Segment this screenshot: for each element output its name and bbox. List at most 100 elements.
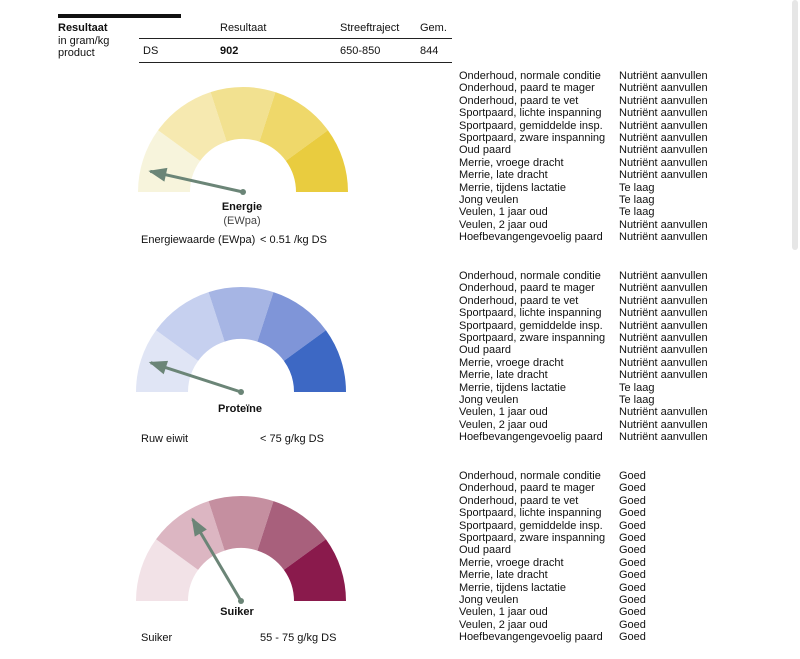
condition-row: Merrie, late dracht Nutriënt aanvullen [459,169,708,181]
condition-label: Veulen, 2 jaar oud [459,418,548,431]
condition-status: Nutriënt aanvullen [619,94,708,107]
condition-status: Goed [619,593,646,606]
condition-label: Sportpaard, gemiddelde insp. [459,119,603,132]
condition-label: Onderhoud, paard te mager [459,82,595,95]
condition-label: Oud paard [459,144,511,157]
condition-label: Merrie, vroege dracht [459,156,564,169]
gauge-segment [136,539,199,601]
gauge-segment [283,539,346,601]
condition-row: Jong veulen Te laag [459,194,708,206]
condition-row: Merrie, late dracht Nutriënt aanvullen [459,369,708,381]
condition-row: Merrie, vroege dracht Nutriënt aanvullen [459,157,708,169]
condition-label: Veulen, 1 jaar oud [459,406,548,419]
condition-label: Merrie, tijdens lactatie [459,381,566,394]
gauge-segment [208,287,274,342]
condition-label: Onderhoud, normale conditie [459,70,601,82]
scrollbar[interactable] [792,0,798,250]
energie-title: Energie [221,201,263,213]
condition-status: Nutriënt aanvullen [619,270,708,282]
condition-row: Merrie, vroege dracht Nutriënt aanvullen [459,357,708,369]
condition-status: Goed [619,531,646,544]
condition-row: Sportpaard, gemiddelde insp. Goed [459,520,646,532]
suiker-title: Suiker [220,606,254,618]
row-divider [139,62,452,63]
condition-label: Onderhoud, paard te vet [459,94,579,107]
condition-label: Hoefbevangengevoelig paard [459,631,603,644]
gauge-segment [285,130,348,192]
condition-row: Merrie, tijdens lactatie Te laag [459,382,708,394]
gauge-hub [240,189,246,195]
condition-status: Nutriënt aanvullen [619,344,708,357]
condition-row: Veulen, 2 jaar oud Nutriënt aanvullen [459,219,708,231]
energie-gauge [138,87,348,195]
condition-row: Onderhoud, normale conditie Goed [459,470,646,482]
condition-status: Goed [619,618,646,631]
condition-row: Jong veulen Goed [459,594,646,606]
condition-status: Nutriënt aanvullen [619,418,708,431]
gauge-segment [138,130,201,192]
suiker-metric-value: 55 - 75 g/kg DS [260,632,337,644]
condition-label: Veulen, 2 jaar oud [459,218,548,231]
condition-label: Sportpaard, gemiddelde insp. [459,519,603,532]
condition-row: Onderhoud, normale conditie Nutriënt aanv… [459,270,708,282]
condition-row: Veulen, 1 jaar oud Goed [459,606,646,618]
condition-label: Merrie, late dracht [459,369,548,382]
condition-row: Onderhoud, paard te mager Nutriënt aanvul… [459,82,708,94]
condition-status: Nutriënt aanvullen [619,119,708,132]
condition-label: Sportpaard, zware inspanning [459,331,606,344]
condition-row: Jong veulen Te laag [459,394,708,406]
condition-label: Merrie, tijdens lactatie [459,181,566,194]
condition-status: Goed [619,581,646,594]
col-result-header: Resultaat [220,22,267,34]
condition-row: Onderhoud, paard te mager Nutriënt aanvul… [459,282,708,294]
condition-status: Te laag [619,206,655,219]
condition-status: Goed [619,556,646,569]
condition-row: Veulen, 2 jaar oud Goed [459,619,646,631]
suiker-metric-label: Suiker [141,632,173,644]
condition-row: Veulen, 2 jaar oud Nutriënt aanvullen [459,419,708,431]
condition-label: Veulen, 1 jaar oud [459,206,548,219]
gauge-needle-head [148,167,168,182]
gauge-segment [156,501,225,570]
condition-status: Nutriënt aanvullen [619,431,708,444]
condition-status: Goed [619,519,646,532]
condition-status: Nutriënt aanvullen [619,218,708,231]
condition-label: Merrie, late dracht [459,169,548,182]
condition-status: Goed [619,507,646,520]
gauge-segment [156,292,225,361]
condition-row: Onderhoud, paard te vet Nutriënt aanvulle… [459,295,708,307]
condition-label: Hoefbevangengevoelig paard [459,231,603,244]
condition-status: Nutriënt aanvullen [619,369,708,382]
condition-label: Sportpaard, gemiddelde insp. [459,319,603,332]
condition-row: Oud paard Nutriënt aanvullen [459,344,708,356]
condition-row: Oud paard Goed [459,544,646,556]
condition-label: Merrie, vroege dracht [459,356,564,369]
condition-label: Sportpaard, zware inspanning [459,131,606,144]
proteine-metric-value: < 75 g/kg DS [260,433,324,445]
condition-label: Hoefbevangengevoelig paard [459,431,603,444]
gauge-hub [238,598,244,604]
condition-status: Goed [619,544,646,557]
gauge-segment [257,501,326,570]
proteine-conditions: Onderhoud, normale conditie Nutriënt aanv… [459,270,708,443]
gauge-segment [283,330,346,392]
condition-row: Veulen, 1 jaar oud Nutriënt aanvullen [459,406,708,418]
condition-label: Sportpaard, lichte inspanning [459,507,602,520]
condition-status: Nutriënt aanvullen [619,70,708,82]
condition-row: Onderhoud, paard te vet Nutriënt aanvulle… [459,95,708,107]
condition-row: Merrie, late dracht Goed [459,569,646,581]
gauge-segment [208,496,274,551]
gauge-segment [210,87,276,142]
condition-label: Jong veulen [459,193,519,206]
condition-row: Onderhoud, paard te vet Goed [459,495,646,507]
gauge-segment [257,292,326,361]
condition-row: Merrie, tijdens lactatie Te laag [459,182,708,194]
condition-status: Goed [619,569,646,582]
condition-status: Te laag [619,393,655,406]
condition-row: Sportpaard, zware inspanning Nutriënt aan… [459,332,708,344]
result-title: Resultaat [58,22,108,34]
condition-label: Merrie, vroege dracht [459,556,564,569]
row-range: 650-850 [340,45,381,57]
condition-row: Sportpaard, lichte inspanning Nutriënt aa… [459,107,708,119]
condition-row: Hoefbevangengevoelig paard Nutriënt aanvu… [459,431,708,443]
